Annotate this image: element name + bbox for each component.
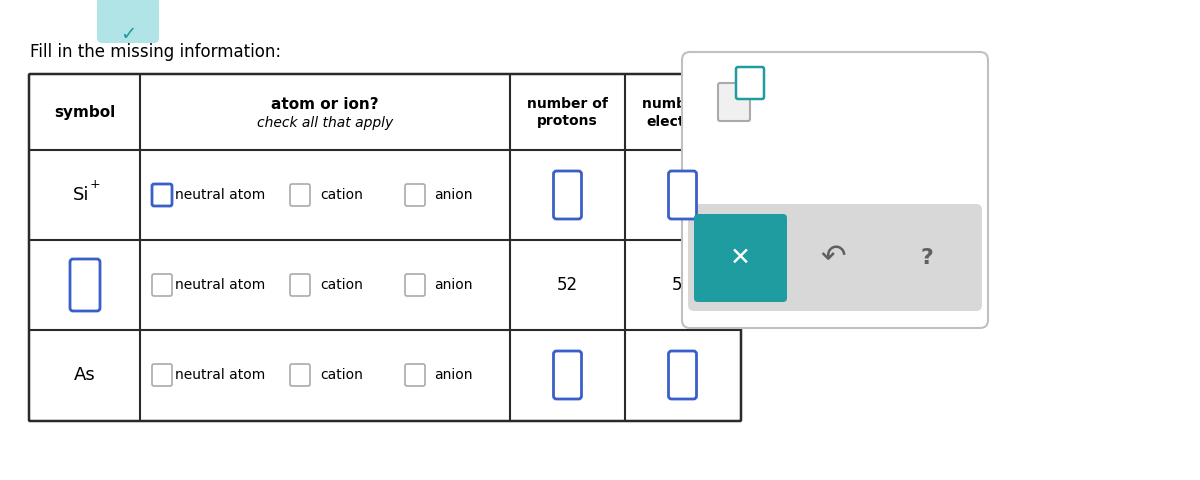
FancyBboxPatch shape xyxy=(152,274,172,296)
FancyBboxPatch shape xyxy=(688,204,982,311)
Text: electrons: electrons xyxy=(646,115,719,129)
Text: neutral atom: neutral atom xyxy=(175,278,265,292)
Text: neutral atom: neutral atom xyxy=(175,188,265,202)
FancyBboxPatch shape xyxy=(97,0,158,43)
Text: cation: cation xyxy=(320,278,364,292)
Text: +: + xyxy=(90,179,101,192)
Text: anion: anion xyxy=(433,368,473,382)
FancyBboxPatch shape xyxy=(668,171,696,219)
FancyBboxPatch shape xyxy=(718,83,750,121)
FancyBboxPatch shape xyxy=(787,214,880,302)
Text: ✕: ✕ xyxy=(730,246,751,270)
Text: 54: 54 xyxy=(672,276,694,294)
FancyBboxPatch shape xyxy=(406,364,425,386)
FancyBboxPatch shape xyxy=(682,52,988,328)
FancyBboxPatch shape xyxy=(152,184,172,206)
Text: ?: ? xyxy=(920,248,932,268)
FancyBboxPatch shape xyxy=(736,67,764,99)
FancyBboxPatch shape xyxy=(694,214,787,302)
Text: protons: protons xyxy=(538,115,598,129)
Text: ✓: ✓ xyxy=(120,24,136,44)
FancyBboxPatch shape xyxy=(290,184,310,206)
Text: number of: number of xyxy=(527,97,608,111)
FancyBboxPatch shape xyxy=(553,351,582,399)
FancyBboxPatch shape xyxy=(70,259,100,311)
Text: check all that apply: check all that apply xyxy=(257,116,394,130)
FancyBboxPatch shape xyxy=(553,171,582,219)
Text: Fill in the missing information:: Fill in the missing information: xyxy=(30,43,281,61)
FancyBboxPatch shape xyxy=(406,184,425,206)
Text: As: As xyxy=(74,366,96,384)
Text: anion: anion xyxy=(433,278,473,292)
Text: anion: anion xyxy=(433,188,473,202)
Text: symbol: symbol xyxy=(54,105,115,120)
Text: cation: cation xyxy=(320,188,364,202)
FancyBboxPatch shape xyxy=(668,351,696,399)
FancyBboxPatch shape xyxy=(152,364,172,386)
Text: atom or ion?: atom or ion? xyxy=(271,97,379,112)
FancyBboxPatch shape xyxy=(290,364,310,386)
FancyBboxPatch shape xyxy=(29,74,742,421)
FancyBboxPatch shape xyxy=(880,214,973,302)
FancyBboxPatch shape xyxy=(290,274,310,296)
Text: ↶: ↶ xyxy=(821,243,846,273)
Text: cation: cation xyxy=(320,368,364,382)
Text: Si: Si xyxy=(73,186,89,204)
Text: neutral atom: neutral atom xyxy=(175,368,265,382)
Text: 52: 52 xyxy=(557,276,578,294)
Text: number of: number of xyxy=(642,97,722,111)
FancyBboxPatch shape xyxy=(406,274,425,296)
